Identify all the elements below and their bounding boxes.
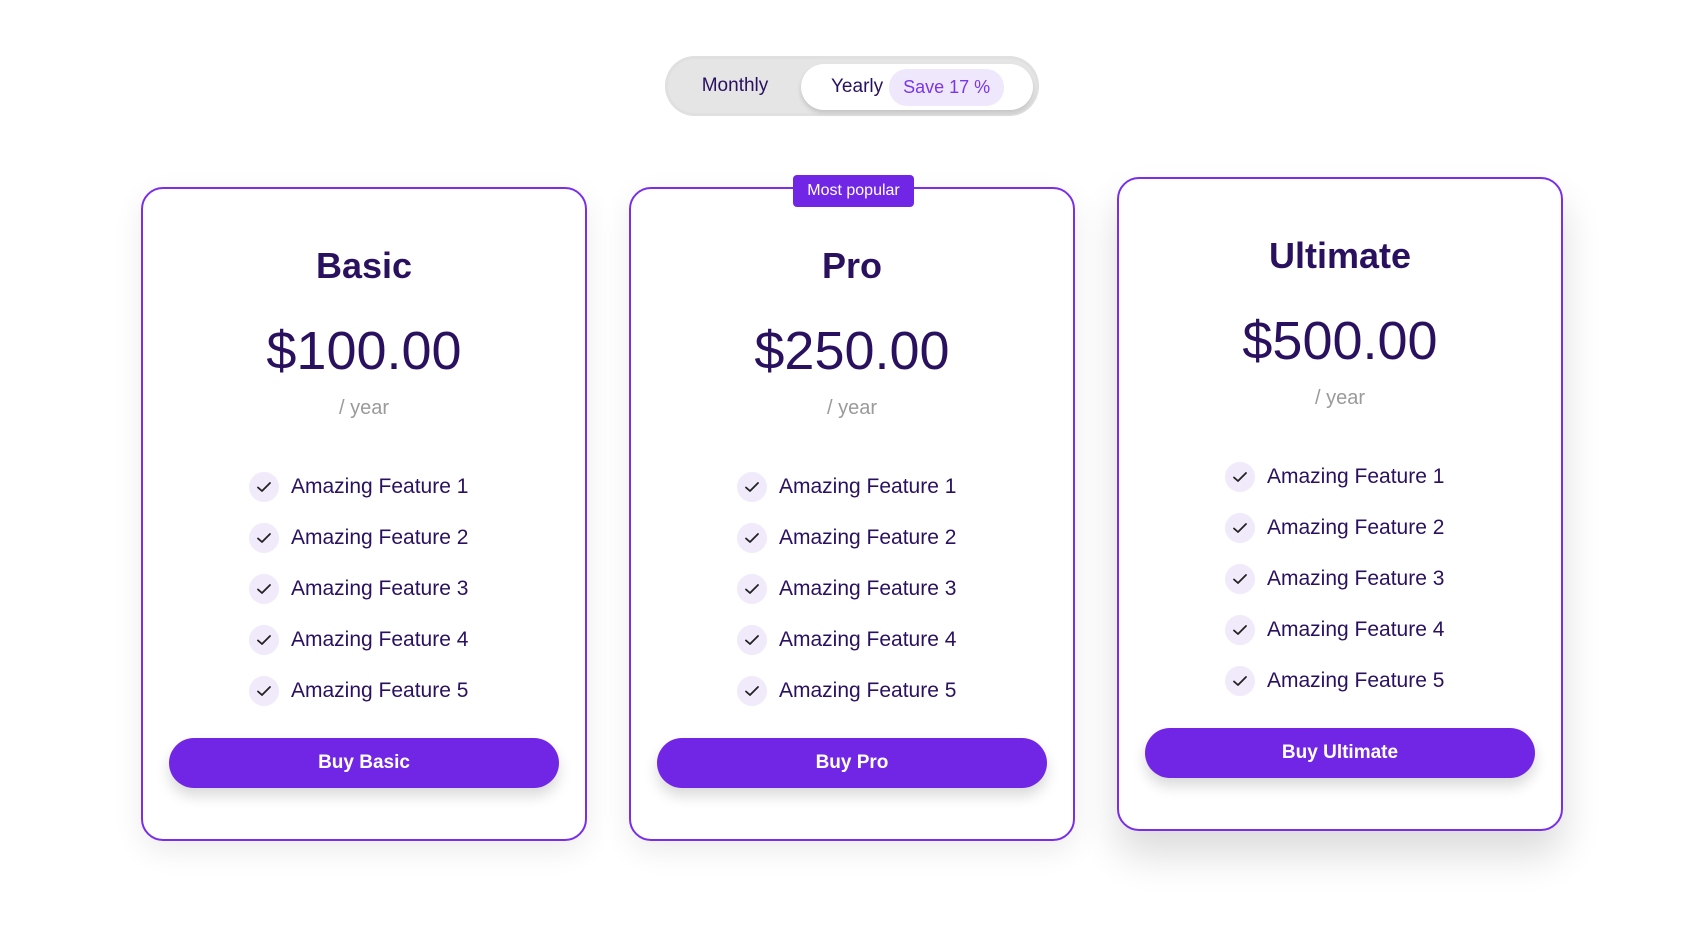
check-icon bbox=[249, 675, 279, 706]
feature-label: Amazing Feature 4 bbox=[1267, 617, 1445, 641]
check-icon bbox=[1225, 461, 1255, 492]
buy-ultimate-button[interactable]: Buy Ultimate bbox=[1145, 728, 1535, 778]
feature-list: Amazing Feature 1 Amazing Feature 2 Amazin… bbox=[1119, 451, 1561, 706]
feature-label: Amazing Feature 3 bbox=[779, 576, 957, 600]
check-icon bbox=[249, 522, 279, 553]
feature-label: Amazing Feature 2 bbox=[291, 525, 469, 549]
feature-label: Amazing Feature 1 bbox=[291, 474, 469, 498]
feature-item: Amazing Feature 4 bbox=[249, 614, 479, 665]
plan-title: Ultimate bbox=[1268, 235, 1412, 276]
plan-period: / year bbox=[826, 397, 878, 419]
feature-item: Amazing Feature 5 bbox=[1225, 655, 1455, 706]
toggle-yearly[interactable]: Yearly Save 17 % bbox=[801, 64, 1033, 110]
feature-item: Amazing Feature 3 bbox=[249, 563, 479, 614]
check-icon bbox=[737, 522, 767, 553]
feature-item: Amazing Feature 2 bbox=[737, 512, 967, 563]
feature-item: Amazing Feature 1 bbox=[1225, 451, 1455, 502]
feature-item: Amazing Feature 5 bbox=[737, 665, 967, 716]
feature-label: Amazing Feature 2 bbox=[779, 525, 957, 549]
billing-toggle[interactable]: Monthly Yearly Save 17 % bbox=[665, 56, 1039, 116]
feature-label: Amazing Feature 3 bbox=[291, 576, 469, 600]
feature-item: Amazing Feature 4 bbox=[1225, 604, 1455, 655]
feature-label: Amazing Feature 1 bbox=[779, 474, 957, 498]
check-icon bbox=[1225, 665, 1255, 696]
buy-basic-button[interactable]: Buy Basic bbox=[169, 738, 559, 788]
plan-period: / year bbox=[338, 397, 390, 419]
plan-title: Basic bbox=[315, 245, 413, 286]
check-icon bbox=[737, 471, 767, 502]
feature-label: Amazing Feature 5 bbox=[291, 678, 469, 702]
plan-period: / year bbox=[1314, 387, 1366, 409]
check-icon bbox=[1225, 614, 1255, 645]
plan-price: $250.00 bbox=[754, 321, 950, 381]
feature-item: Amazing Feature 1 bbox=[737, 461, 967, 512]
feature-label: Amazing Feature 5 bbox=[1267, 668, 1445, 692]
save-badge: Save 17 % bbox=[889, 68, 1005, 106]
feature-item: Amazing Feature 2 bbox=[1225, 502, 1455, 553]
buy-pro-button[interactable]: Buy Pro bbox=[657, 738, 1047, 788]
feature-item: Amazing Feature 4 bbox=[737, 614, 967, 665]
feature-list: Amazing Feature 1 Amazing Feature 2 Amazin… bbox=[631, 461, 1073, 716]
toggle-monthly[interactable]: Monthly bbox=[701, 75, 769, 96]
plan-card-basic: Basic $100.00/ year Amazing Feature 1 Amazi… bbox=[141, 187, 587, 841]
check-icon bbox=[737, 624, 767, 655]
feature-label: Amazing Feature 4 bbox=[291, 627, 469, 651]
plan-card-pro: Most popular Pro $250.00 / year Amazing Feat… bbox=[629, 175, 1075, 841]
check-icon bbox=[249, 471, 279, 502]
toggle-yearly-label: Yearly bbox=[831, 76, 884, 97]
check-icon bbox=[249, 624, 279, 655]
check-icon bbox=[1225, 563, 1255, 594]
feature-item: Amazing Feature 3 bbox=[1225, 553, 1455, 604]
feature-item: Amazing Feature 3 bbox=[737, 563, 967, 614]
most-popular-badge: Most popular bbox=[793, 175, 914, 207]
plan-price: $500.00 bbox=[1242, 311, 1438, 371]
feature-label: Amazing Feature 5 bbox=[779, 678, 957, 702]
check-icon bbox=[737, 573, 767, 604]
check-icon bbox=[249, 573, 279, 604]
plan-price: $100.00 bbox=[266, 321, 462, 381]
feature-item: Amazing Feature 1 bbox=[249, 461, 479, 512]
feature-item: Amazing Feature 2 bbox=[249, 512, 479, 563]
feature-label: Amazing Feature 2 bbox=[1267, 515, 1445, 539]
feature-list: Amazing Feature 1 Amazing Feature 2 Amazin… bbox=[143, 461, 585, 716]
feature-item: Amazing Feature 5 bbox=[249, 665, 479, 716]
feature-label: Amazing Feature 3 bbox=[1267, 566, 1445, 590]
plan-title: Pro bbox=[821, 245, 882, 286]
check-icon bbox=[1225, 512, 1255, 543]
feature-label: Amazing Feature 1 bbox=[1267, 464, 1445, 488]
plan-card-ultimate: Ultimate $500.00/ year Amazing Feature 1 Am… bbox=[1117, 177, 1563, 831]
check-icon bbox=[737, 675, 767, 706]
feature-label: Amazing Feature 4 bbox=[779, 627, 957, 651]
